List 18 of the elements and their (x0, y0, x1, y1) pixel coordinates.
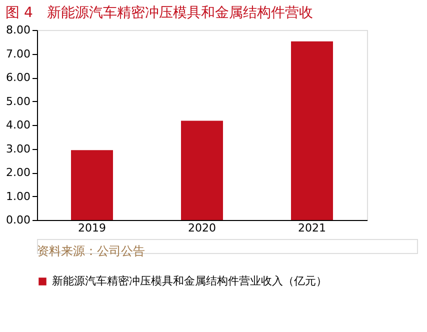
y-tick-label: 2.00 (6, 166, 30, 179)
y-tick-label: 4.00 (6, 118, 30, 132)
bar (181, 120, 223, 220)
x-tick-label: 2021 (298, 222, 326, 234)
x-tick-label: 2019 (78, 222, 106, 234)
y-tick-label: 1.00 (6, 190, 30, 203)
bar (71, 150, 113, 220)
y-tick-label: 8.00 (6, 24, 30, 36)
text: 资料来源：公司公告 (37, 244, 145, 258)
y-tick-label: 7.00 (6, 47, 30, 60)
y-tick-label: 5.00 (6, 94, 30, 108)
legend-label: 新能源汽车精密冲压模具和金属结构件营业收入（亿元） (52, 274, 327, 288)
chart-title: 图 4 新能源汽车精密冲压模具和金属结构件营收 (6, 5, 313, 21)
y-tick-label: 6.00 (6, 71, 30, 84)
bar (291, 41, 333, 220)
x-tick-label: 2020 (188, 222, 216, 234)
y-tick-label: 3.00 (6, 142, 30, 156)
y-tick-label: 0.00 (6, 214, 30, 226)
